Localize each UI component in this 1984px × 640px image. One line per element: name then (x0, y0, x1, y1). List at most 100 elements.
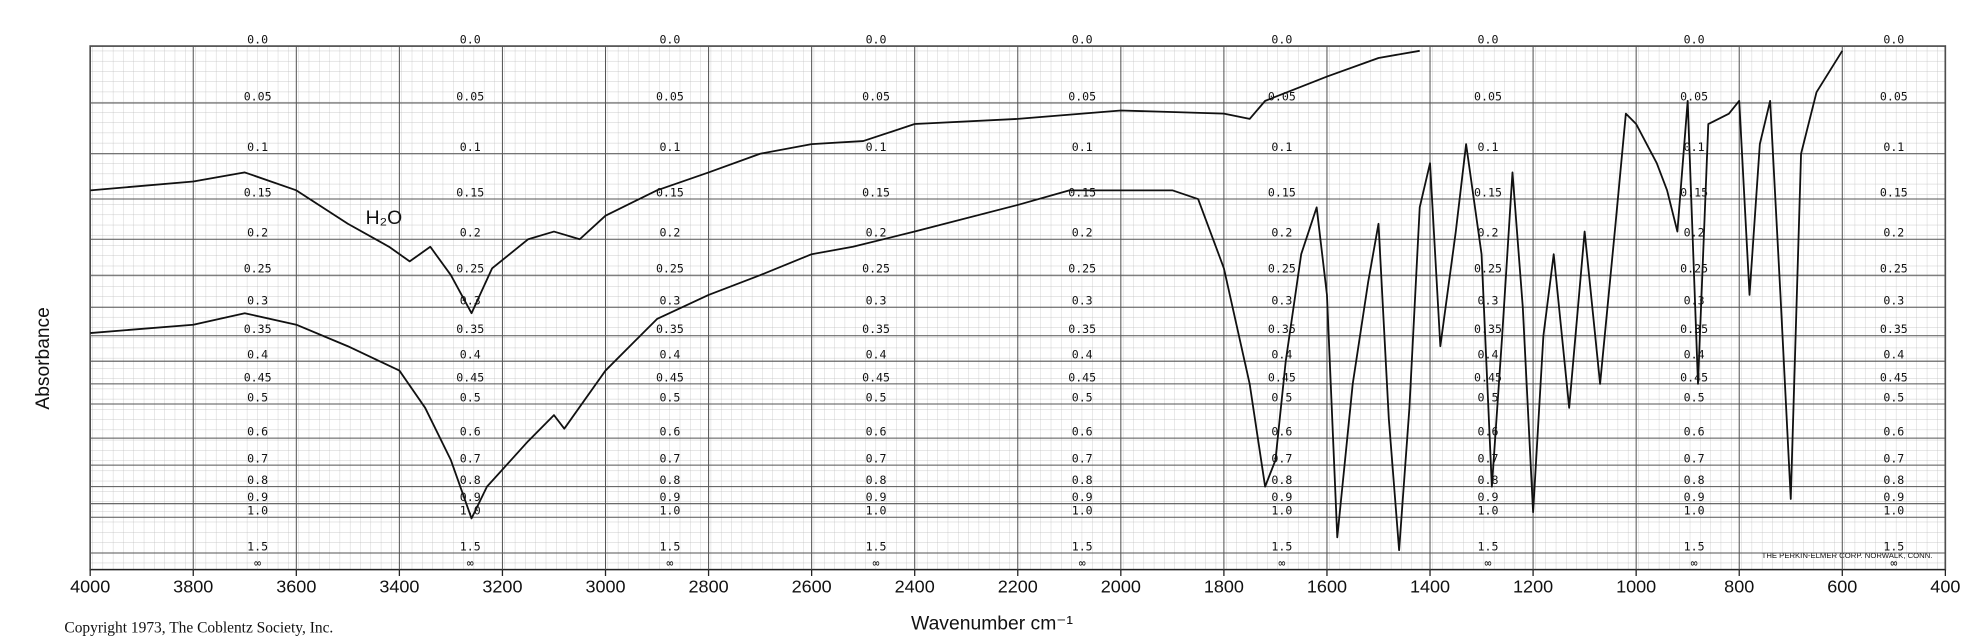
y-tick-label: 0.2 (659, 226, 680, 240)
y-tick-label: 0.05 (1680, 89, 1708, 103)
y-tick-label: 1.0 (1883, 504, 1904, 518)
y-tick-label: 0.0 (1883, 33, 1904, 47)
x-tick-label: 3400 (379, 577, 419, 597)
y-tick-label: 0.25 (862, 262, 890, 276)
y-tick-label: 0.5 (1883, 391, 1904, 405)
y-tick-label: 0.2 (1684, 226, 1705, 240)
y-tick-label: 1.0 (1684, 504, 1705, 518)
y-tick-label: 0.15 (1680, 185, 1708, 199)
y-tick-label: 1.5 (247, 540, 268, 554)
y-tick-label: 0.25 (656, 262, 684, 276)
footer: THE PERKIN-ELMER CORP. NORWALK, CONN. (1762, 551, 1933, 560)
y-tick-label: 0.9 (1478, 490, 1499, 504)
x-tick-label: 1400 (1410, 577, 1450, 597)
y-tick-label: 0.2 (1271, 226, 1292, 240)
spectrum-line (90, 49, 1420, 315)
y-tick-label: 0.3 (659, 294, 680, 308)
y-infinity-label: ∞ (1278, 556, 1285, 570)
spectrum-line (90, 50, 1844, 552)
y-tick-label: 0.7 (659, 452, 680, 466)
y-tick-label: 1.5 (460, 540, 481, 554)
y-tick-label: 0.8 (659, 473, 680, 487)
y-tick-label: 0.45 (1474, 370, 1502, 384)
x-tick-label: 2400 (895, 577, 935, 597)
y-tick-label: 0.6 (460, 425, 481, 439)
y-tick-label: 0.35 (1680, 322, 1708, 336)
y-tick-label: 0.7 (247, 452, 268, 466)
x-tick-label: 2200 (998, 577, 1038, 597)
y-tick-label: 0.45 (1680, 370, 1708, 384)
y-tick-label: 0.0 (460, 33, 481, 47)
y-tick-label: 0.5 (247, 391, 268, 405)
y-tick-label: 0.05 (1474, 89, 1502, 103)
y-tick-label: 0.5 (866, 391, 887, 405)
y-tick-label: 0.25 (1880, 262, 1908, 276)
y-tick-label: 0.25 (244, 262, 272, 276)
y-tick-label: 0.3 (1883, 294, 1904, 308)
y-tick-label: 0.9 (1684, 490, 1705, 504)
y-tick-label: 0.8 (1883, 473, 1904, 487)
y-tick-label: 0.2 (247, 226, 268, 240)
y-tick-label: 0.05 (1268, 89, 1296, 103)
x-tick-label: 600 (1827, 577, 1857, 597)
y-tick-label: 1.0 (1271, 504, 1292, 518)
y-tick-label: 0.9 (1072, 490, 1093, 504)
y-tick-label: 0.3 (866, 294, 887, 308)
y-tick-label: 1.5 (866, 540, 887, 554)
y-tick-label: 1.0 (866, 504, 887, 518)
y-tick-label: 0.8 (247, 473, 268, 487)
y-tick-label: 0.15 (1068, 185, 1096, 199)
y-tick-label: 0.1 (1072, 140, 1093, 154)
y-tick-label: 0.35 (656, 322, 684, 336)
y-tick-label: 0.1 (659, 140, 680, 154)
y-tick-label: 0.6 (659, 425, 680, 439)
y-tick-label: 0.35 (1474, 322, 1502, 336)
y-infinity-label: ∞ (467, 556, 474, 570)
y-tick-label: 0.15 (862, 185, 890, 199)
y-tick-label: 0.8 (460, 473, 481, 487)
y-tick-label: 1.5 (1072, 540, 1093, 554)
y-tick-label: 0.35 (244, 322, 272, 336)
y-tick-label: 1.0 (1072, 504, 1093, 518)
y-tick-label: 0.05 (1880, 89, 1908, 103)
y-tick-label: 0.1 (1883, 140, 1904, 154)
x-tick-label: 3000 (585, 577, 625, 597)
annotation: H₂O (366, 208, 402, 229)
x-tick-label: 1800 (1204, 577, 1244, 597)
y-tick-label: 0.45 (244, 370, 272, 384)
y-tick-label: 0.2 (1072, 226, 1093, 240)
y-tick-label: 0.6 (247, 425, 268, 439)
y-tick-label: 0.9 (659, 490, 680, 504)
y-tick-label: 0.0 (1478, 33, 1499, 47)
y-tick-label: 0.5 (460, 391, 481, 405)
y-tick-label: 0.8 (1072, 473, 1093, 487)
y-tick-label: 1.5 (1883, 540, 1904, 554)
y-tick-label: 0.8 (866, 473, 887, 487)
y-tick-label: 0.05 (862, 89, 890, 103)
y-tick-label: 0.6 (1271, 425, 1292, 439)
y-tick-label: 0.45 (456, 370, 484, 384)
y-tick-label: 0.4 (1478, 348, 1499, 362)
x-tick-label: 2600 (792, 577, 832, 597)
y-tick-label: 0.8 (1478, 473, 1499, 487)
y-tick-label: 0.3 (1271, 294, 1292, 308)
x-tick-label: 4000 (70, 577, 110, 597)
x-tick-label: 3800 (173, 577, 213, 597)
y-infinity-label: ∞ (1485, 556, 1492, 570)
x-axis-label: Wavenumber cm⁻¹ (911, 614, 1073, 635)
y-tick-label: 0.25 (1268, 262, 1296, 276)
y-tick-label: 0.4 (1271, 348, 1292, 362)
x-tick-label: 2800 (689, 577, 729, 597)
y-infinity-label: ∞ (1890, 556, 1897, 570)
y-tick-label: 0.1 (460, 140, 481, 154)
x-tick-label: 1200 (1513, 577, 1553, 597)
y-tick-label: 0.25 (1474, 262, 1502, 276)
y-tick-label: 0.35 (1880, 322, 1908, 336)
y-tick-label: 0.05 (456, 89, 484, 103)
x-tick-label: 3600 (276, 577, 316, 597)
y-tick-label: 0.45 (1880, 370, 1908, 384)
y-tick-label: 0.2 (1883, 226, 1904, 240)
y-tick-label: 0.5 (659, 391, 680, 405)
y-tick-label: 0.15 (1474, 185, 1502, 199)
y-tick-label: 0.9 (1883, 490, 1904, 504)
